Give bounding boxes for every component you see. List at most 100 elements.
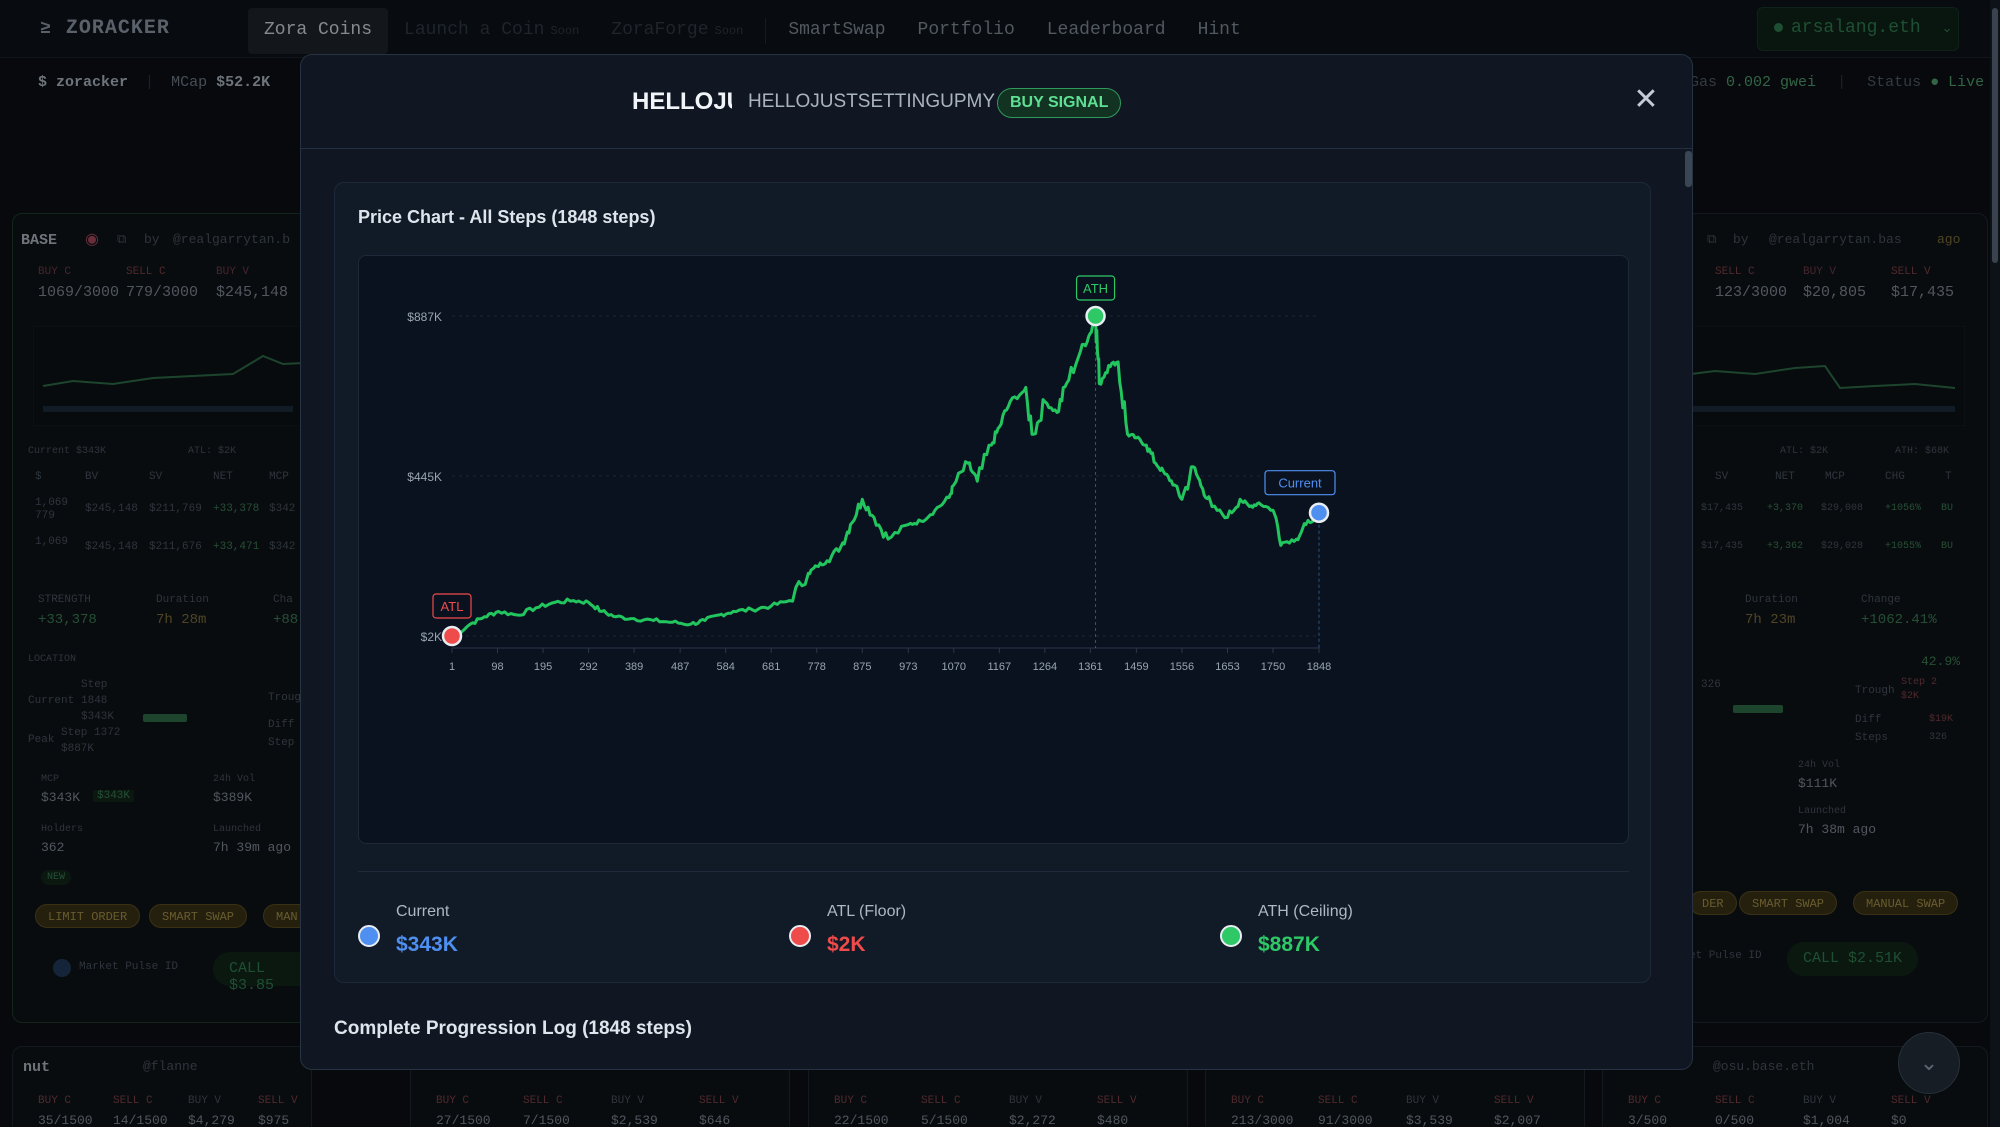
logo-icon: ≥ — [40, 18, 52, 39]
steps-label: Steps — [1855, 732, 1889, 744]
coin-card-left[interactable]: BASE ◉ ⧉ by @realgarrytan.b BUY C SELL C… — [12, 213, 332, 1023]
current-step-value: $343K — [81, 711, 115, 723]
nav-zora-coins[interactable]: Zora Coins — [248, 8, 389, 54]
trough-step: Step 2 — [1901, 677, 1938, 688]
copy-icon[interactable]: ⧉ — [1707, 232, 1717, 247]
gas-label: Gas — [1690, 74, 1718, 91]
table-cell: +33,378 — [213, 503, 260, 515]
x-tick-label: 584 — [716, 661, 734, 673]
nav-portfolio[interactable]: Portfolio — [917, 20, 1015, 40]
coin-card-bottom[interactable]: nut @flanne BUY C SELL C BUY V SELL V 35… — [12, 1046, 312, 1127]
stat-label: SELL V — [1891, 1095, 1931, 1107]
stat-label: SELL V — [258, 1095, 298, 1107]
location-bar — [1733, 705, 1783, 713]
change-value: +88 — [273, 612, 299, 628]
table-header: MCP — [269, 471, 289, 483]
modal-scrollbar-thumb[interactable] — [1685, 151, 1692, 187]
stat-label: SELL C — [126, 266, 166, 278]
current-step: 1848 — [81, 695, 108, 707]
nav-zoraforge[interactable]: ZoraForge Soon — [611, 20, 744, 40]
x-tick-label: 1459 — [1124, 661, 1148, 673]
close-icon[interactable]: ✕ — [1633, 83, 1659, 116]
diff-label: Diff — [1855, 714, 1882, 726]
nav-divider — [765, 18, 767, 44]
stat-label: BUY V — [216, 266, 250, 278]
stat-value: 22/1500 — [834, 1113, 889, 1127]
ath-dot-icon — [1220, 925, 1242, 947]
trough-label: Trough — [268, 692, 308, 704]
atl-label: ATL: $2K — [188, 446, 237, 457]
call-button[interactable]: CALL $2.51K — [1787, 942, 1919, 976]
ticker-mcap-label: MCap — [171, 74, 208, 91]
coin-full-name: HELLOJUSTSETTINGUPMY — [748, 91, 996, 112]
stat-label: BUY C — [38, 266, 72, 278]
table-cell: BU — [1941, 503, 1954, 514]
brand[interactable]: ≥ ZORACKER — [40, 17, 170, 40]
stat-label: SELL C — [1715, 266, 1755, 278]
coin-card-right[interactable]: ⧉ by @realgarrytan.bas ago SELL C BUY V … — [1674, 213, 1988, 1023]
mcp-label: MCP — [41, 774, 60, 785]
stat-label: SELL C — [113, 1095, 153, 1107]
gas-value: 0.002 gwei — [1726, 74, 1817, 91]
price-chart-svg: $887K $445K $2K 1 98 195 292 389 487 584 681 778 875… — [407, 275, 1336, 673]
table-header: BV — [85, 471, 99, 483]
coin-card-bottom[interactable]: @osu.base.eth BUY C SELL C BUY V SELL V … — [1602, 1046, 1988, 1127]
order-button[interactable]: DER — [1689, 891, 1737, 915]
limit-order-button[interactable]: LIMIT ORDER — [35, 904, 141, 928]
table-cell: +3,362 — [1767, 541, 1804, 552]
strength-value: +33,378 — [38, 612, 97, 628]
creator-link[interactable]: @flanne — [143, 1059, 198, 1074]
stat-label: BUY V — [188, 1095, 222, 1107]
copy-icon[interactable]: ⧉ — [117, 232, 127, 247]
table-cell: $245,148 — [85, 503, 138, 515]
stat-label: SELL V — [1891, 266, 1931, 278]
status-value: Live — [1948, 74, 1985, 91]
x-tick-label: 487 — [671, 661, 689, 673]
atl-marker-label: ATL — [441, 599, 464, 614]
creator-link[interactable]: @realgarrytan.b — [173, 232, 291, 247]
coin-detail-modal: HELLOJU HELLOJUSTSETTINGUPMY BUY SIGNAL … — [300, 54, 1693, 1070]
trough-value: $2K — [1901, 691, 1920, 702]
wallet-button[interactable]: arsalang.eth ⌄ — [1757, 7, 1959, 51]
stat-value: $1,004 — [1803, 1113, 1850, 1127]
x-tick-label: 973 — [899, 661, 917, 673]
nav-launch-coin[interactable]: Launch a Coin Soon — [404, 20, 580, 40]
top-nav: ≥ ZORACKER Zora Coins Launch a Coin Soon … — [0, 0, 2000, 58]
y-tick-label: $2K — [421, 630, 442, 644]
stat-label: BUY V — [611, 1095, 645, 1107]
modal-scrollbar[interactable] — [1684, 149, 1692, 1069]
creator-link[interactable]: @realgarrytan.bas — [1769, 232, 1902, 247]
legend-label: ATL (Floor) — [827, 903, 907, 920]
stat-value: 5/1500 — [921, 1113, 968, 1127]
legend-value: $887K — [1258, 933, 1320, 956]
nav-smartswap[interactable]: SmartSwap — [788, 20, 886, 40]
wallet-address: arsalang.eth — [1791, 18, 1921, 38]
stat-value: 0/500 — [1715, 1113, 1755, 1127]
smart-swap-button[interactable]: SMART SWAP — [149, 904, 248, 928]
scroll-down-button[interactable]: ⌄ — [1898, 1032, 1960, 1094]
ticker-symbol: $ zoracker — [38, 74, 129, 91]
current-dot-icon — [358, 925, 380, 947]
page-scrollbar[interactable] — [1990, 0, 2000, 1127]
change-label: Change — [1861, 594, 1901, 606]
stat-value: 27/1500 — [436, 1113, 491, 1127]
change-label: Cha — [273, 594, 293, 606]
table-cell: +3,370 — [1767, 503, 1804, 514]
atl-label: ATL: $2K — [1780, 446, 1829, 457]
smart-swap-button[interactable]: SMART SWAP — [1739, 891, 1838, 915]
page-scrollbar-thumb[interactable] — [1992, 8, 1998, 263]
stat-label: BUY C — [38, 1095, 72, 1107]
x-tick-label: 1750 — [1261, 661, 1285, 673]
nav-hint[interactable]: Hint — [1197, 20, 1241, 40]
manual-swap-button[interactable]: MANUAL SWAP — [1853, 891, 1959, 915]
vol-value: $111K — [1798, 776, 1838, 791]
ticker-mcap-value: $52.2K — [216, 74, 271, 91]
launched-value: 7h 39m ago — [213, 840, 292, 855]
creator-link[interactable]: @osu.base.eth — [1713, 1059, 1815, 1074]
table-cell: $211,769 — [149, 503, 202, 515]
diff-value: $19K — [1929, 714, 1954, 725]
peak-step: Step 1372 — [61, 727, 121, 739]
location-label: LOCATION — [28, 654, 77, 665]
nav-leaderboard[interactable]: Leaderboard — [1046, 20, 1166, 40]
location-bar — [143, 714, 187, 722]
